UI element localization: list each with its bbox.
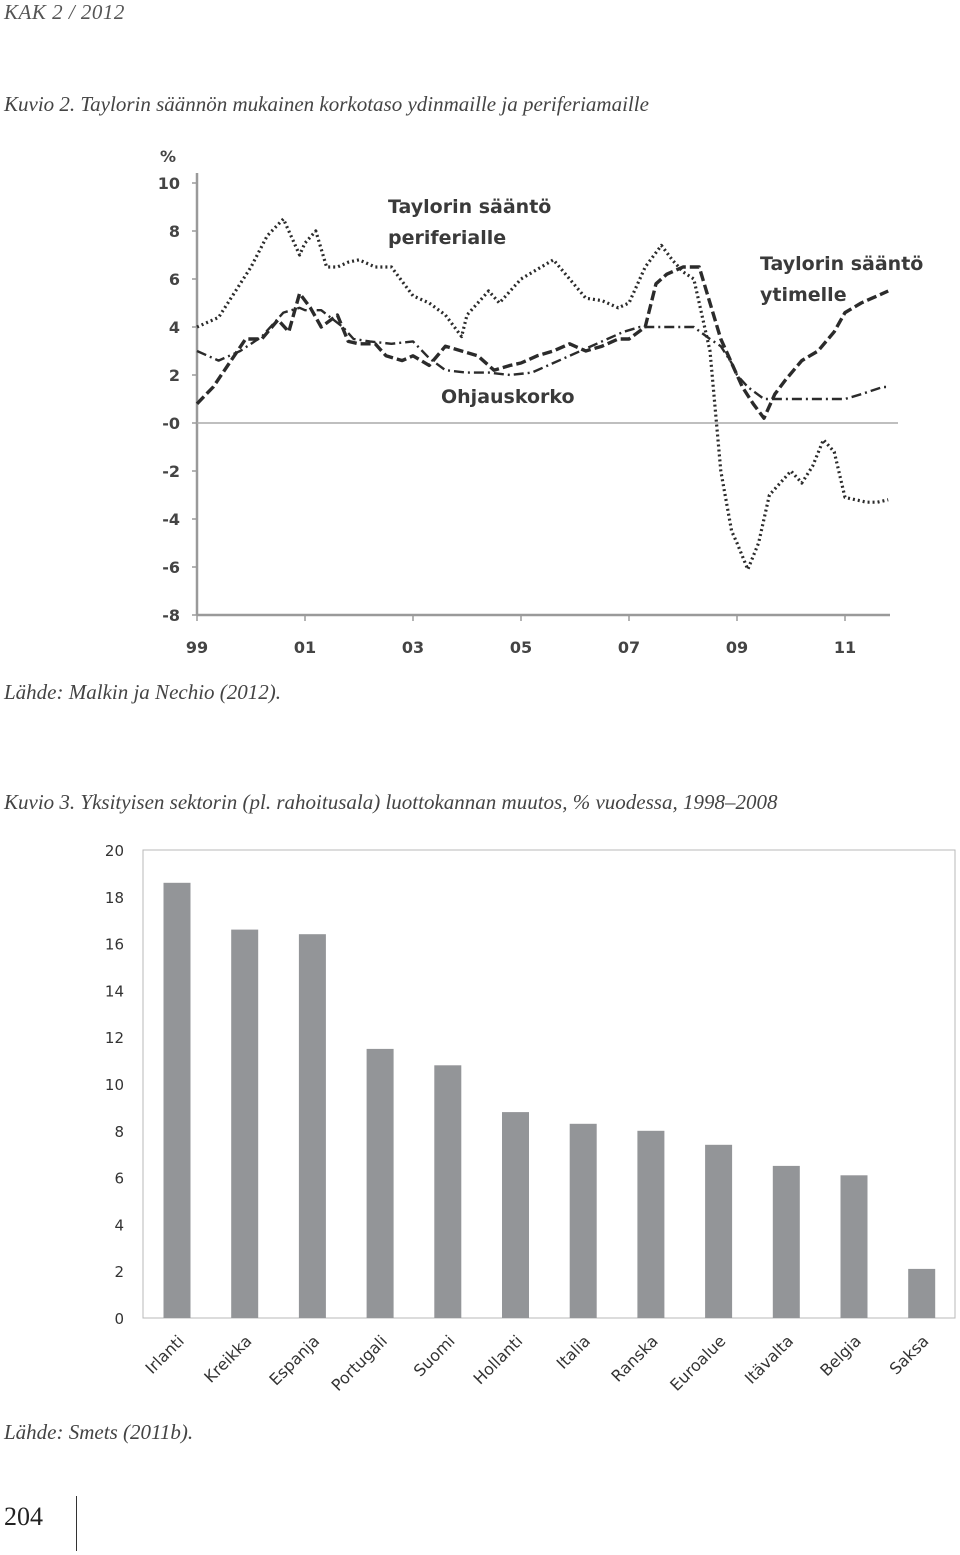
bar-ranska [637, 1130, 665, 1318]
y-tick-label: 0 [114, 1310, 124, 1328]
bar-suomi [434, 1065, 462, 1318]
chart-annotation: Ohjauskorko [441, 386, 575, 408]
x-tick-label: 99 [186, 638, 208, 657]
series-line-2 [195, 265, 889, 420]
bar-saksa [908, 1268, 936, 1318]
taylor-rule-line-chart: % 10 8 6 4 2 -0 -2 -4 -6 -8 99 01 03 05 07 09 11 Taylorin… [158, 147, 924, 657]
y-tick-label: 4 [169, 318, 180, 337]
y-tick-label: -4 [162, 510, 180, 529]
figure-2-caption: Kuvio 2. Taylorin säännön mukainen korko… [4, 92, 649, 116]
bar-irlanti [163, 882, 191, 1318]
y-tick-label: 14 [105, 982, 124, 1000]
y-tick-label: 10 [105, 1076, 124, 1094]
chart-annotation: Taylorin sääntö [388, 196, 551, 218]
y-tick-label: -0 [162, 414, 180, 433]
bar-chart-bars [163, 882, 936, 1318]
x-tick-label: 09 [726, 638, 748, 657]
y-tick-label: 4 [114, 1216, 124, 1234]
bar-chart-category-labels: Irlanti Kreikka Espanja Portugali Suomi Holla… [142, 1331, 933, 1394]
line-chart-series [195, 217, 889, 571]
category-label: Saksa [886, 1331, 933, 1378]
y-tick-label: 8 [169, 222, 180, 241]
x-tick-label: 01 [294, 638, 316, 657]
y-tick-label: 12 [105, 1029, 124, 1047]
x-tick-label: 11 [834, 638, 856, 657]
category-label: Portugali [327, 1331, 390, 1394]
y-tick-label: 6 [114, 1170, 124, 1188]
chart-annotation: Taylorin sääntö [760, 253, 923, 275]
chart-annotation: periferialle [388, 227, 506, 249]
category-label: Irlanti [142, 1331, 188, 1377]
bar-hollanti [502, 1112, 529, 1318]
category-label: Italia [553, 1331, 594, 1372]
bar-belgia [840, 1175, 868, 1318]
bar-itävalta [772, 1165, 800, 1318]
y-tick-label: 2 [114, 1263, 124, 1281]
category-label: Hollanti [469, 1331, 526, 1388]
y-tick-label: 6 [169, 270, 180, 289]
x-tick-label: 03 [402, 638, 424, 657]
x-tick-label: 07 [618, 638, 640, 657]
category-label: Suomi [410, 1331, 459, 1380]
bar-espanja [298, 934, 326, 1318]
y-axis-unit-label: % [160, 147, 176, 166]
running-header: KAK 2 / 2012 [4, 0, 125, 24]
y-tick-label: 20 [105, 842, 124, 860]
y-tick-label: -6 [162, 558, 180, 577]
y-tick-label: 16 [105, 936, 124, 954]
figure-3-caption: Kuvio 3. Yksityisen sektorin (pl. rahoit… [4, 790, 778, 814]
category-label: Ranska [607, 1331, 661, 1385]
line-chart-annotations: Taylorin sääntö periferialle Taylorin sään… [388, 196, 923, 408]
y-tick-label: 10 [158, 174, 180, 193]
page-number: 204 [4, 1502, 43, 1531]
category-label: Itävalta [741, 1331, 797, 1387]
category-label: Belgia [816, 1331, 865, 1380]
bar-euroalue [705, 1144, 733, 1318]
y-tick-label: 2 [169, 366, 180, 385]
category-label: Euroalue [666, 1331, 729, 1394]
x-tick-label: 05 [510, 638, 532, 657]
figure-3-source: Lähde: Smets (2011b). [4, 1420, 194, 1444]
plot-area-border [142, 849, 956, 1319]
y-tick-label: 8 [114, 1123, 124, 1141]
chart-annotation: ytimelle [760, 284, 847, 306]
bar-italia [569, 1123, 597, 1318]
y-tick-label: -8 [162, 606, 180, 625]
bar-portugali [366, 1048, 394, 1318]
category-label: Kreikka [200, 1331, 255, 1386]
y-tick-label: 18 [105, 889, 124, 907]
line-chart-axes: % 10 8 6 4 2 -0 -2 -4 -6 -8 99 01 03 05 07 09 11 [158, 147, 898, 657]
bar-kreikka [231, 929, 259, 1318]
series-line-3 [196, 306, 889, 401]
page-number-divider [76, 1496, 77, 1551]
figure-2-source: Lähde: Malkin ja Nechio (2012). [4, 680, 282, 704]
category-label: Espanja [265, 1331, 323, 1389]
y-tick-label: -2 [162, 462, 180, 481]
